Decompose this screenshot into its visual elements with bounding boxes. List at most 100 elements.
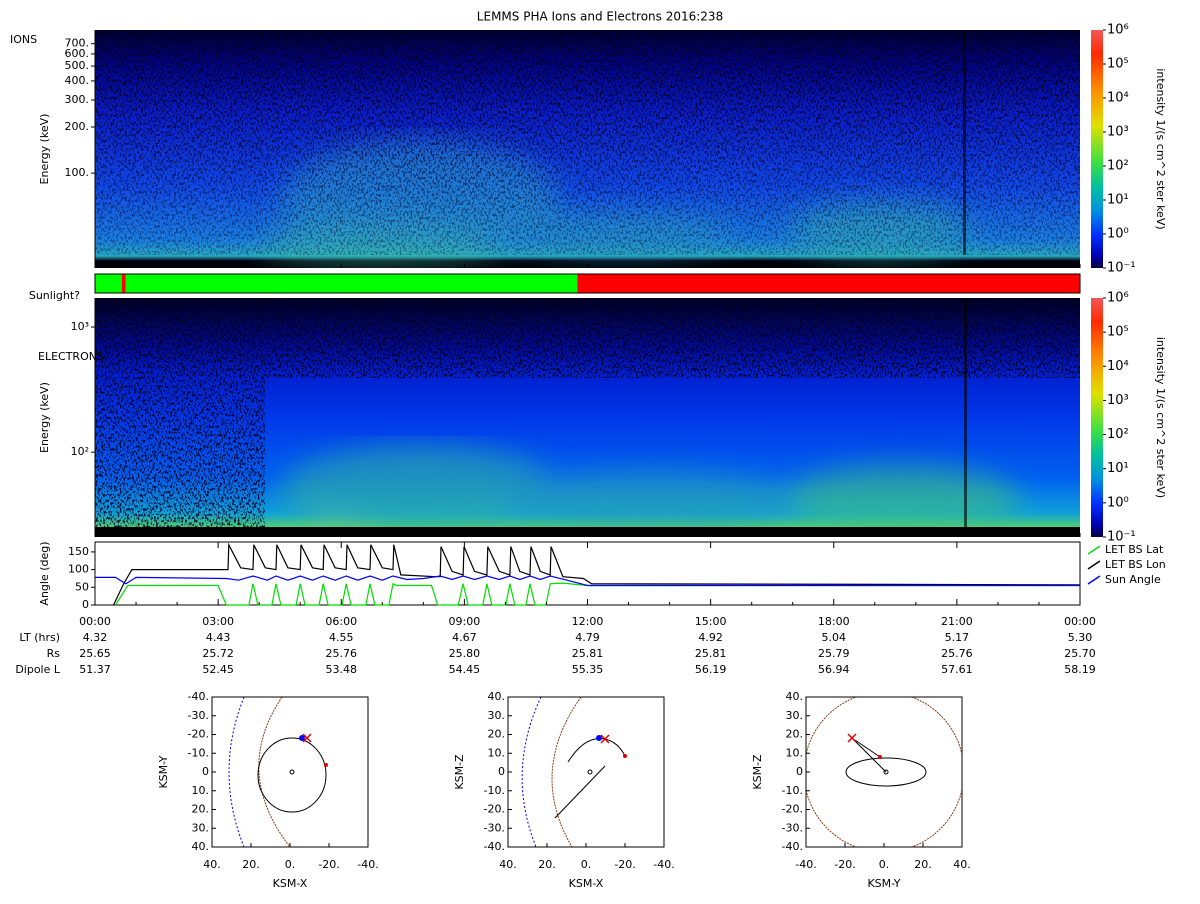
y-tick-label: 40. — [488, 690, 506, 703]
x-tick-label: 20. — [538, 858, 556, 871]
x-tick-label: 00:00 — [79, 615, 111, 628]
legend-label: LET BS Lon — [1105, 558, 1166, 571]
ephemeris-value: 4.92 — [698, 631, 723, 644]
ephemeris-value: 54.45 — [449, 663, 481, 676]
y-tick-label: -20. — [484, 803, 505, 816]
y-tick-label: 10² — [71, 445, 89, 458]
x-tick-label: 0. — [581, 858, 592, 871]
y-tick-label: -10. — [484, 784, 505, 797]
ephemeris-value: 25.72 — [202, 647, 234, 660]
colorbar-tick-label: 10⁴ — [1107, 359, 1129, 374]
y-tick-label: 100 — [68, 563, 89, 576]
colorbar-tick-label: 10⁵ — [1107, 57, 1129, 72]
chart-title: LEMMS PHA Ions and Electrons 2016:238 — [477, 10, 723, 24]
y-axis-label: Angle (deg) — [38, 541, 51, 605]
colorbar-tick-label: 10² — [1107, 427, 1129, 442]
ephemeris-value: 5.30 — [1068, 631, 1093, 644]
ephemeris-value: 25.65 — [79, 647, 111, 660]
x-tick-label: -40. — [795, 858, 816, 871]
ephemeris-value: 58.19 — [1064, 663, 1096, 676]
y-axis-label: Energy (keV) — [38, 382, 51, 453]
ephemeris-value: 51.37 — [79, 663, 111, 676]
electron-spectrogram — [95, 298, 1080, 537]
y-tick-label: 700. — [65, 37, 90, 50]
series-line — [112, 542, 1081, 606]
y-tick-label: -30. — [484, 821, 505, 834]
colorbar-label: intensity 1/(s cm^2 ster keV) — [1154, 337, 1167, 498]
ephemeris-value: 25.79 — [818, 647, 850, 660]
y-tick-label: 40. — [786, 690, 804, 703]
ephemeris-value: 25.81 — [572, 647, 604, 660]
colorbar-tick-label: 10⁴ — [1107, 91, 1129, 106]
y-tick-label: 600. — [65, 47, 90, 60]
ephemeris-value: 56.19 — [695, 663, 727, 676]
x-tick-label: 20. — [242, 858, 260, 871]
x-tick-label: -40. — [653, 858, 674, 871]
ephemeris-value: 55.35 — [572, 663, 604, 676]
ephemeris-value: 25.70 — [1064, 647, 1096, 660]
y-tick-label: 10. — [488, 746, 506, 759]
colorbar-tick-label: 10⁵ — [1107, 325, 1129, 340]
y-tick-label: 0 — [498, 765, 505, 778]
legend-swatch — [1087, 575, 1101, 585]
y-tick-label: 400. — [65, 74, 90, 87]
y-tick-label: -30. — [782, 821, 803, 834]
colorbar — [1091, 30, 1103, 268]
ephemeris-value: 25.76 — [941, 647, 973, 660]
sunlight-segment — [125, 274, 578, 293]
ephemeris-value: 56.94 — [818, 663, 850, 676]
orbit-sketch — [806, 697, 962, 847]
colorbar-tick-label: 10⁰ — [1107, 227, 1129, 242]
ephemeris-label: Dipole L — [15, 663, 61, 676]
y-axis-label: KSM-Z — [453, 754, 466, 790]
y-tick-label: 100. — [65, 166, 90, 179]
y-tick-label: 30. — [192, 821, 210, 834]
y-tick-label: -40. — [484, 840, 505, 853]
ephemeris-value: 4.79 — [575, 631, 600, 644]
y-tick-label: 500. — [65, 59, 90, 72]
colorbar-tick-label: 10⁶ — [1107, 291, 1129, 306]
ion-spectrogram — [95, 30, 1080, 268]
frame — [94, 273, 1081, 294]
ephemeris-value: 5.04 — [822, 631, 847, 644]
x-tick-label: 09:00 — [449, 615, 481, 628]
y-tick-label: 0 — [202, 765, 209, 778]
legend-swatch — [1087, 560, 1101, 570]
colorbar — [1091, 298, 1103, 537]
x-tick-label: -20. — [614, 858, 635, 871]
y-tick-label: 20. — [786, 728, 804, 741]
colorbar-tick-label: 10³ — [1107, 393, 1129, 408]
x-tick-label: 20. — [914, 858, 932, 871]
y-tick-label: -10. — [188, 746, 209, 759]
ephemeris-value: 4.32 — [83, 631, 108, 644]
x-tick-label: 18:00 — [818, 615, 850, 628]
ephemeris-value: 4.43 — [206, 631, 231, 644]
x-axis-label: KSM-X — [273, 877, 308, 890]
y-tick-label: 10³ — [71, 320, 89, 333]
x-tick-label: -20. — [834, 858, 855, 871]
legend-label: Sun Angle — [1105, 573, 1161, 586]
ephemeris-value: 4.55 — [329, 631, 354, 644]
ephemeris-value: 4.67 — [452, 631, 477, 644]
orbit-sketch — [228, 697, 328, 847]
x-tick-label: 40. — [203, 858, 221, 871]
y-tick-label: -20. — [782, 803, 803, 816]
colorbar-tick-label: 10¹ — [1107, 461, 1129, 476]
x-tick-label: 21:00 — [941, 615, 973, 628]
y-tick-label: 150 — [68, 545, 89, 558]
panel-label: IONS — [10, 33, 37, 46]
colorbar-tick-label: 10⁰ — [1107, 495, 1129, 510]
y-tick-label: 40. — [192, 840, 210, 853]
y-tick-label: 300. — [65, 93, 90, 106]
x-tick-label: 40. — [499, 858, 517, 871]
colorbar-tick-label: 10⁻¹ — [1107, 530, 1136, 545]
x-axis-label: KSM-X — [569, 877, 604, 890]
y-axis-label: Energy (keV) — [38, 114, 51, 185]
x-tick-label: 0. — [879, 858, 890, 871]
y-tick-label: 20. — [488, 728, 506, 741]
y-tick-label: -40. — [188, 690, 209, 703]
legend-label: LET BS Lat — [1105, 543, 1164, 556]
colorbar-tick-label: 10⁻¹ — [1107, 261, 1136, 276]
